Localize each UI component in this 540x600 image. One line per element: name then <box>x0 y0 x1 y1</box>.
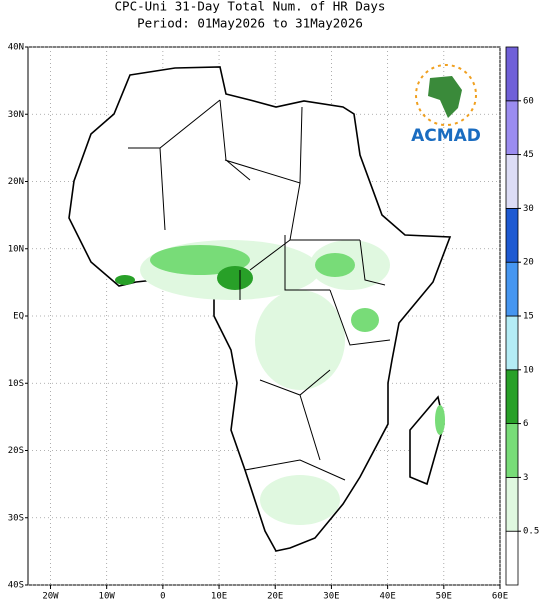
subtitle: Period: 01May2026 to 31May2026 <box>137 16 363 31</box>
lon-tick-label: 20E <box>267 592 283 600</box>
lon-tick-label: 40E <box>379 592 395 600</box>
colorbar-segment <box>505 207 519 263</box>
logo-continent <box>428 76 462 118</box>
lat-tick-label: EQ <box>13 312 24 322</box>
colorbar: 0.5 3 6 10 15 20 30 45 60 <box>505 46 539 586</box>
rainfall-areas <box>115 240 445 525</box>
rain-area <box>260 475 340 525</box>
colorbar-segment <box>505 315 519 371</box>
rain-area <box>315 253 355 277</box>
lat-tick-label: 30S <box>8 513 24 523</box>
colorbar-label: 30 <box>523 204 534 214</box>
logo-ring <box>415 64 477 126</box>
rain-area <box>115 275 135 285</box>
colorbar-label: 0.5 <box>523 527 539 537</box>
rain-area <box>255 290 345 390</box>
rain-area <box>217 266 253 290</box>
lat-tick-label: 10S <box>8 379 24 389</box>
colorbar-segment <box>505 369 519 424</box>
colorbar-label: 20 <box>523 258 534 268</box>
colorbar-segment <box>505 100 519 156</box>
colorbar-segment <box>505 154 519 209</box>
colorbar-label: 10 <box>523 365 534 375</box>
colorbar-label: 6 <box>523 419 528 429</box>
colorbar-label: 3 <box>523 473 528 483</box>
colorbar-segment <box>505 530 519 586</box>
lon-tick-label: 0 <box>160 592 165 600</box>
rain-area <box>351 308 379 332</box>
rain-area <box>150 245 250 275</box>
rain-area <box>435 405 445 435</box>
colorbar-segment <box>505 476 519 532</box>
colorbar-segment <box>505 46 519 102</box>
borders <box>128 99 391 481</box>
colorbar-label: 15 <box>523 312 534 322</box>
lon-tick-label: 20W <box>42 592 59 600</box>
logo-text: ACMAD <box>411 126 481 146</box>
colorbar-label: 45 <box>523 150 534 160</box>
lat-tick-label: 40S <box>8 581 24 591</box>
colorbar-label: 60 <box>523 96 534 106</box>
lat-tick-label: 40N <box>8 43 24 53</box>
lat-tick-label: 20S <box>8 446 24 456</box>
lon-tick-label: 10E <box>211 592 227 600</box>
colorbar-segment <box>505 261 519 317</box>
lon-tick-label: 50E <box>436 592 452 600</box>
lon-tick-label: 30E <box>323 592 339 600</box>
lat-tick-label: 10N <box>8 244 24 254</box>
lat-tick-label: 30N <box>8 110 24 120</box>
lat-tick-label: 20N <box>8 177 24 187</box>
lon-tick-label: 10W <box>99 592 116 600</box>
lon-tick-label: 60E <box>492 592 508 600</box>
logo: ACMAD <box>411 64 481 146</box>
title: CPC-Uni 31-Day Total Num. of HR Days <box>115 0 386 14</box>
colorbar-segment <box>505 423 519 478</box>
